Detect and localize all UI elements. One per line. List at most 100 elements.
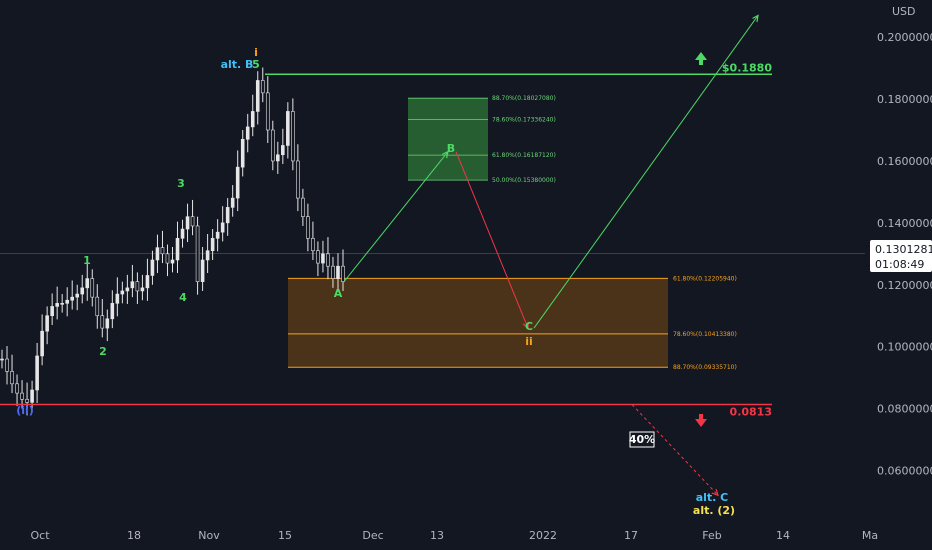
wave-label: 4 xyxy=(179,291,187,304)
candle-body xyxy=(60,303,64,305)
candle-body xyxy=(316,250,320,264)
candle-body xyxy=(255,80,260,112)
candle-body xyxy=(205,250,210,261)
wave-label: i xyxy=(254,46,258,59)
candle-body xyxy=(281,145,285,156)
candle-body xyxy=(185,216,190,230)
candle-body xyxy=(35,355,39,391)
x-tick-label: 15 xyxy=(278,529,292,542)
y-tick-label: 0.08000000 xyxy=(877,403,932,416)
y-tick-label: 0.18000000 xyxy=(877,93,932,106)
candle-body xyxy=(215,231,220,239)
x-tick-label: Dec xyxy=(362,529,383,542)
x-tick-label: 18 xyxy=(127,529,141,542)
candles xyxy=(0,67,345,416)
candle-body xyxy=(291,111,295,162)
probability-box xyxy=(629,431,655,448)
x-tick-label: Oct xyxy=(30,529,50,542)
wave-label: (ii) xyxy=(16,404,34,417)
candle-body xyxy=(40,330,44,357)
down-arrow-icon xyxy=(695,414,707,427)
green-fib-label: 50.00%(0.15380000) xyxy=(492,177,556,184)
orange-fib-label: 78.60%(0.10413380) xyxy=(673,331,737,338)
up-arrow-icon xyxy=(695,52,707,65)
price-tag-bg xyxy=(870,240,932,272)
candle-body xyxy=(85,278,90,289)
wave-label: alt. C xyxy=(696,491,729,504)
candle-body xyxy=(95,296,100,317)
y-tick-label: 0.20000000 xyxy=(877,31,932,44)
green-fib-zone xyxy=(408,98,488,181)
candle-body xyxy=(265,92,270,131)
candle-body xyxy=(0,358,4,361)
candle-body xyxy=(240,138,245,168)
x-tick-label: Feb xyxy=(702,529,721,542)
support-level-label: 0.0813 xyxy=(730,406,772,419)
current-price-tag[interactable]: 0.13012816 01:08:49 xyxy=(870,240,932,272)
candle-body xyxy=(296,160,300,199)
y-tick-label: 0.10000000 xyxy=(877,341,932,354)
candle-body xyxy=(225,207,230,224)
candle-body xyxy=(180,228,185,239)
candle-body xyxy=(276,154,280,162)
candle-body xyxy=(100,315,105,329)
candle-body xyxy=(20,392,24,400)
green-fib-label: 88.70%(0.18027080) xyxy=(492,95,556,102)
candle-body xyxy=(45,315,49,332)
alt-path-down xyxy=(631,404,718,496)
currency-label: USD xyxy=(892,5,916,18)
candle-body xyxy=(15,383,19,394)
candle-body xyxy=(170,259,175,264)
candle-body xyxy=(260,80,265,94)
wave-label: ii xyxy=(525,335,533,348)
candle-body xyxy=(311,238,315,252)
candle-body xyxy=(160,247,165,255)
axes: USD 0.20000000 0.18000000 0.16000000 0.1400… xyxy=(30,5,932,542)
candle-body xyxy=(90,278,95,298)
x-tick-label: 13 xyxy=(430,529,444,542)
wave-label: A xyxy=(334,287,343,300)
resistance-level-label: $0.1880 xyxy=(722,61,772,74)
current-price: 0.13012816 xyxy=(875,243,932,256)
probability-label: 40% xyxy=(629,433,655,446)
candle-body xyxy=(65,299,69,304)
candle-body xyxy=(10,371,14,385)
orange-fib-zone xyxy=(288,278,668,368)
candle-body xyxy=(341,265,345,282)
candle-body xyxy=(200,259,205,282)
candle-body xyxy=(175,238,180,261)
wave-label: 3 xyxy=(177,177,185,190)
candle-body xyxy=(115,293,120,304)
wave-label: 5 xyxy=(252,58,260,71)
candle-body xyxy=(5,358,9,372)
candle-body xyxy=(286,111,290,146)
candle-body xyxy=(135,281,140,292)
candle-body xyxy=(55,303,59,307)
wave-label: C xyxy=(525,320,533,333)
candle-body xyxy=(110,303,115,320)
candle-body xyxy=(245,126,250,140)
candle-body xyxy=(130,281,135,289)
candle-body xyxy=(30,389,34,403)
x-tick-label: 17 xyxy=(624,529,638,542)
candle-body xyxy=(210,238,215,252)
candle-body xyxy=(306,216,310,239)
candle-body xyxy=(331,265,335,279)
candle-body xyxy=(70,296,75,301)
candle-body xyxy=(50,306,54,317)
wave-label: alt. (2) xyxy=(693,504,735,517)
wave-label: 2 xyxy=(99,345,107,358)
candle-body xyxy=(25,398,29,403)
candle-body xyxy=(80,287,85,295)
y-tick-label: 0.12000000 xyxy=(877,279,932,292)
path-b-to-c xyxy=(455,151,528,328)
candle-body xyxy=(140,287,145,292)
path-a-to-b xyxy=(343,152,448,282)
orange-fib-label: 61.80%(0.12205940) xyxy=(673,275,737,282)
candle-body xyxy=(270,129,275,162)
candle-body xyxy=(326,253,330,267)
x-tick-label: Ma xyxy=(862,529,878,542)
